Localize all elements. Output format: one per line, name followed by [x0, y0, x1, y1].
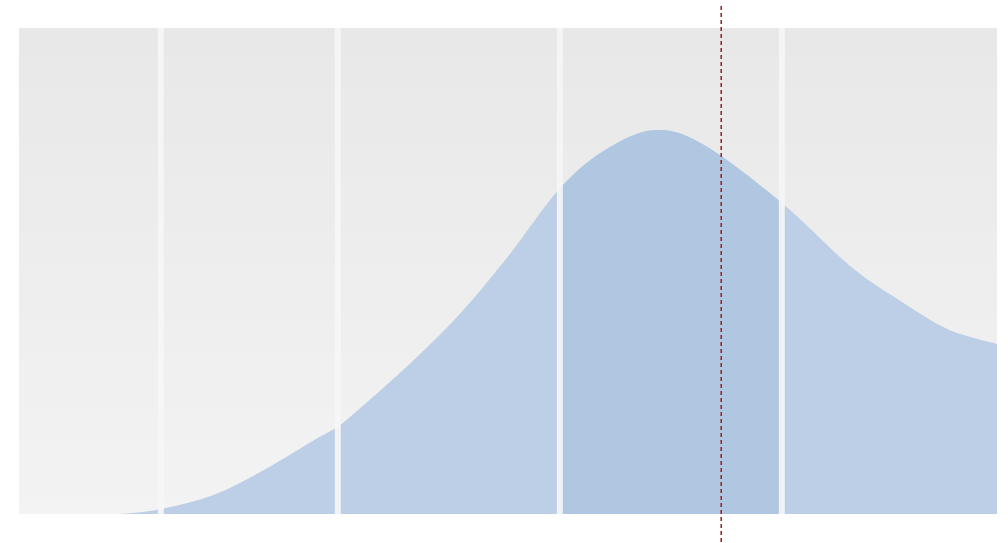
band-separator-3 — [556, 28, 563, 514]
highlighted-band-area — [559, 129, 782, 514]
band-separator-2 — [334, 28, 341, 514]
band-separator-1 — [157, 28, 164, 514]
band-separator-4 — [778, 28, 785, 514]
